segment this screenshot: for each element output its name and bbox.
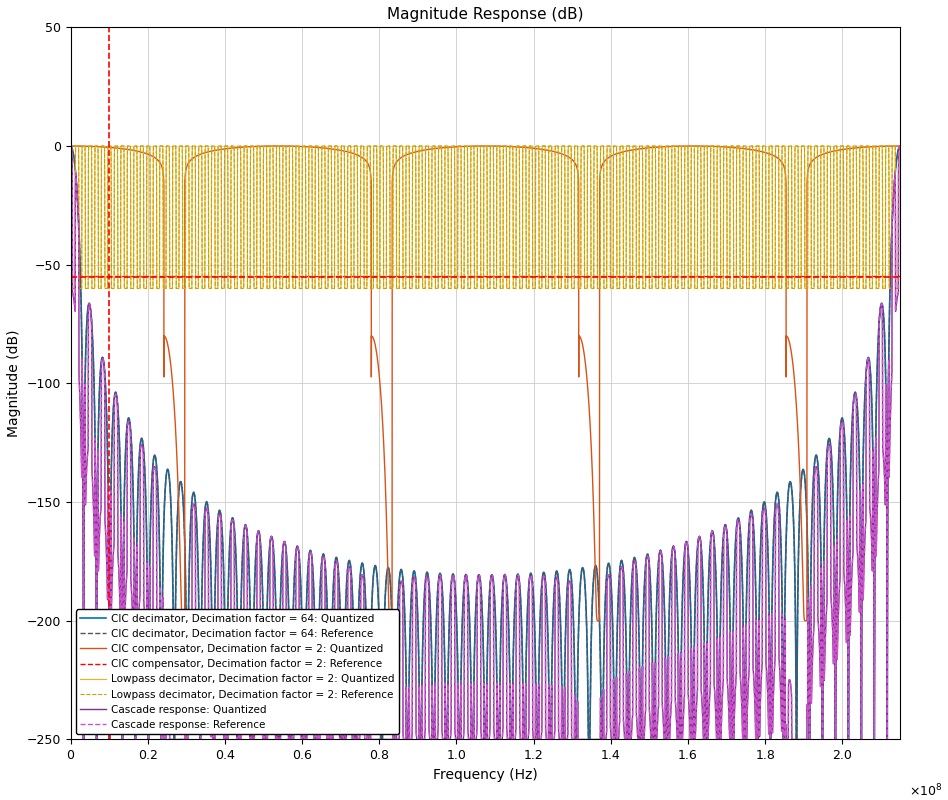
CIC compensator, Decimation factor = 2: Quantized: (2.15e+08, -2.54e-06): Quantized: (2.15e+08, -2.54e-06) bbox=[894, 141, 905, 150]
Lowpass decimator, Decimation factor = 2: Quantized: (8.92e+06, -60): Quantized: (8.92e+06, -60) bbox=[100, 284, 111, 294]
CIC decimator, Decimation factor = 64: Quantized: (1.05e+08, -191): Quantized: (1.05e+08, -191) bbox=[470, 594, 482, 604]
Lowpass decimator, Decimation factor = 2: Quantized: (2.15e+08, 8.69e-10): Quantized: (2.15e+08, 8.69e-10) bbox=[894, 141, 905, 150]
Cascade response: Reference: (2.15e+08, -0.00293): Reference: (2.15e+08, -0.00293) bbox=[894, 141, 905, 150]
Cascade response: Reference: (1.29e+07, -199): Reference: (1.29e+07, -199) bbox=[115, 614, 126, 623]
CIC compensator, Decimation factor = 2: Quantized: (8.9e+06, -0.462): Quantized: (8.9e+06, -0.462) bbox=[100, 142, 111, 152]
Cascade response: Reference: (1.05e+08, -250): Reference: (1.05e+08, -250) bbox=[470, 734, 482, 744]
X-axis label: Frequency (Hz): Frequency (Hz) bbox=[433, 768, 538, 782]
CIC compensator, Decimation factor = 2: Reference: (1.05e+08, -55): Reference: (1.05e+08, -55) bbox=[470, 272, 482, 282]
CIC decimator, Decimation factor = 64: Quantized: (2.04e+08, -105): Quantized: (2.04e+08, -105) bbox=[850, 390, 862, 400]
CIC decimator, Decimation factor = 64: Reference: (1.29e+07, -138): Reference: (1.29e+07, -138) bbox=[115, 469, 126, 478]
Cascade response: Reference: (4.22e+07, -158): Reference: (4.22e+07, -158) bbox=[228, 517, 239, 526]
CIC decimator, Decimation factor = 64: Reference: (9.68e+05, -6.09): Reference: (9.68e+05, -6.09) bbox=[68, 156, 80, 166]
Line: Cascade response: Reference: Cascade response: Reference bbox=[70, 146, 900, 739]
Lowpass decimator, Decimation factor = 2: Reference: (8.92e+06, -60): Reference: (8.92e+06, -60) bbox=[100, 284, 111, 294]
CIC decimator, Decimation factor = 64: Quantized: (0, 0): Quantized: (0, 0) bbox=[64, 141, 76, 150]
CIC compensator, Decimation factor = 2: Quantized: (4.22e+07, -0.82): Quantized: (4.22e+07, -0.82) bbox=[228, 143, 239, 153]
Lowpass decimator, Decimation factor = 2: Quantized: (4.73e+05, -60): Quantized: (4.73e+05, -60) bbox=[66, 284, 78, 294]
CIC compensator, Decimation factor = 2: Quantized: (1.05e+08, -0.0314): Quantized: (1.05e+08, -0.0314) bbox=[470, 142, 482, 151]
Lowpass decimator, Decimation factor = 2: Reference: (4.22e+07, 8.69e-10): Reference: (4.22e+07, 8.69e-10) bbox=[228, 141, 239, 150]
CIC decimator, Decimation factor = 64: Reference: (4.22e+07, -157): Reference: (4.22e+07, -157) bbox=[228, 514, 239, 524]
Lowpass decimator, Decimation factor = 2: Quantized: (1.05e+08, -60): Quantized: (1.05e+08, -60) bbox=[470, 284, 482, 294]
CIC compensator, Decimation factor = 2: Quantized: (2.04e+08, -0.79): Quantized: (2.04e+08, -0.79) bbox=[850, 143, 862, 153]
Cascade response: Reference: (3.35e+06, -250): Reference: (3.35e+06, -250) bbox=[78, 734, 89, 744]
CIC decimator, Decimation factor = 64: Quantized: (3.35e+06, -250): Quantized: (3.35e+06, -250) bbox=[78, 734, 89, 744]
CIC decimator, Decimation factor = 64: Quantized: (2.15e+08, -0.00293): Quantized: (2.15e+08, -0.00293) bbox=[894, 141, 905, 150]
CIC decimator, Decimation factor = 64: Quantized: (1.29e+07, -138): Quantized: (1.29e+07, -138) bbox=[115, 469, 126, 478]
Text: $\times10^{8}$: $\times10^{8}$ bbox=[908, 782, 942, 799]
CIC decimator, Decimation factor = 64: Quantized: (9.68e+05, -6.09): Quantized: (9.68e+05, -6.09) bbox=[68, 156, 80, 166]
Lowpass decimator, Decimation factor = 2: Reference: (1.29e+07, -60): Reference: (1.29e+07, -60) bbox=[115, 284, 126, 294]
CIC decimator, Decimation factor = 64: Quantized: (4.22e+07, -157): Quantized: (4.22e+07, -157) bbox=[228, 514, 239, 524]
Cascade response: Reference: (9.68e+05, -66.1): Reference: (9.68e+05, -66.1) bbox=[68, 298, 80, 308]
Cascade response: Quantized: (8.92e+06, -158): Quantized: (8.92e+06, -158) bbox=[100, 516, 111, 526]
CIC compensator, Decimation factor = 2: Quantized: (2.95e+07, -200): Quantized: (2.95e+07, -200) bbox=[179, 616, 191, 626]
CIC compensator, Decimation factor = 2: Reference: (2.15e+08, -55): Reference: (2.15e+08, -55) bbox=[894, 272, 905, 282]
CIC decimator, Decimation factor = 64: Reference: (1.05e+08, -191): Reference: (1.05e+08, -191) bbox=[470, 594, 482, 604]
CIC compensator, Decimation factor = 2: Quantized: (0, 8.69e-10): Quantized: (0, 8.69e-10) bbox=[64, 141, 76, 150]
CIC compensator, Decimation factor = 2: Reference: (0, -55): Reference: (0, -55) bbox=[64, 272, 76, 282]
Line: Lowpass decimator, Decimation factor = 2: Reference: Lowpass decimator, Decimation factor = 2… bbox=[70, 146, 900, 289]
Cascade response: Quantized: (4.22e+07, -158): Quantized: (4.22e+07, -158) bbox=[228, 517, 239, 526]
CIC compensator, Decimation factor = 2: Reference: (8.9e+06, -55): Reference: (8.9e+06, -55) bbox=[100, 272, 111, 282]
CIC decimator, Decimation factor = 64: Reference: (3.35e+06, -250): Reference: (3.35e+06, -250) bbox=[78, 734, 89, 744]
CIC decimator, Decimation factor = 64: Reference: (2.04e+08, -105): Reference: (2.04e+08, -105) bbox=[850, 390, 862, 400]
CIC decimator, Decimation factor = 64: Quantized: (8.92e+06, -97.5): Quantized: (8.92e+06, -97.5) bbox=[100, 373, 111, 382]
Cascade response: Quantized: (1.29e+07, -199): Quantized: (1.29e+07, -199) bbox=[115, 614, 126, 623]
Cascade response: Quantized: (3.35e+06, -250): Quantized: (3.35e+06, -250) bbox=[78, 734, 89, 744]
Cascade response: Reference: (8.92e+06, -158): Reference: (8.92e+06, -158) bbox=[100, 516, 111, 526]
Cascade response: Reference: (2.04e+08, -106): Reference: (2.04e+08, -106) bbox=[850, 393, 862, 402]
Legend: CIC decimator, Decimation factor = 64: Quantized, CIC decimator, Decimation fact: CIC decimator, Decimation factor = 64: Q… bbox=[76, 610, 399, 734]
Y-axis label: Magnitude (dB): Magnitude (dB) bbox=[7, 330, 21, 437]
CIC compensator, Decimation factor = 2: Reference: (4.21e+07, -55): Reference: (4.21e+07, -55) bbox=[228, 272, 239, 282]
Cascade response: Quantized: (0, 1.74e-09): Quantized: (0, 1.74e-09) bbox=[64, 141, 76, 150]
Line: Lowpass decimator, Decimation factor = 2: Quantized: Lowpass decimator, Decimation factor = 2… bbox=[70, 146, 900, 289]
Lowpass decimator, Decimation factor = 2: Quantized: (9.89e+05, -60): Quantized: (9.89e+05, -60) bbox=[68, 284, 80, 294]
Lowpass decimator, Decimation factor = 2: Quantized: (4.22e+07, 8.69e-10): Quantized: (4.22e+07, 8.69e-10) bbox=[228, 141, 239, 150]
CIC compensator, Decimation factor = 2: Quantized: (9.68e+05, -0.00515): Quantized: (9.68e+05, -0.00515) bbox=[68, 141, 80, 150]
Line: CIC decimator, Decimation factor = 64: Quantized: CIC decimator, Decimation factor = 64: Q… bbox=[70, 146, 900, 739]
CIC compensator, Decimation factor = 2: Reference: (2.04e+08, -55): Reference: (2.04e+08, -55) bbox=[850, 272, 862, 282]
Line: CIC decimator, Decimation factor = 64: Reference: CIC decimator, Decimation factor = 64: R… bbox=[70, 146, 900, 739]
Cascade response: Reference: (0, 1.74e-09): Reference: (0, 1.74e-09) bbox=[64, 141, 76, 150]
Lowpass decimator, Decimation factor = 2: Quantized: (1.29e+07, -60): Quantized: (1.29e+07, -60) bbox=[115, 284, 126, 294]
Lowpass decimator, Decimation factor = 2: Reference: (2.04e+08, 8.69e-10): Reference: (2.04e+08, 8.69e-10) bbox=[850, 141, 862, 150]
Lowpass decimator, Decimation factor = 2: Reference: (4.73e+05, -60): Reference: (4.73e+05, -60) bbox=[66, 284, 78, 294]
Line: CIC compensator, Decimation factor = 2: Quantized: CIC compensator, Decimation factor = 2: … bbox=[70, 146, 900, 621]
Cascade response: Quantized: (9.68e+05, -66.1): Quantized: (9.68e+05, -66.1) bbox=[68, 298, 80, 308]
Cascade response: Quantized: (1.05e+08, -250): Quantized: (1.05e+08, -250) bbox=[470, 734, 482, 744]
Title: Magnitude Response (dB): Magnitude Response (dB) bbox=[387, 7, 584, 22]
Lowpass decimator, Decimation factor = 2: Quantized: (2.04e+08, 8.69e-10): Quantized: (2.04e+08, 8.69e-10) bbox=[850, 141, 862, 150]
Cascade response: Quantized: (2.15e+08, -0.00293): Quantized: (2.15e+08, -0.00293) bbox=[894, 141, 905, 150]
Cascade response: Quantized: (2.04e+08, -106): Quantized: (2.04e+08, -106) bbox=[850, 393, 862, 402]
CIC compensator, Decimation factor = 2: Reference: (1.29e+07, -55): Reference: (1.29e+07, -55) bbox=[115, 272, 126, 282]
CIC decimator, Decimation factor = 64: Reference: (0, 0): Reference: (0, 0) bbox=[64, 141, 76, 150]
CIC compensator, Decimation factor = 2: Quantized: (1.29e+07, -1.04): Quantized: (1.29e+07, -1.04) bbox=[115, 144, 126, 154]
CIC decimator, Decimation factor = 64: Reference: (8.92e+06, -97.5): Reference: (8.92e+06, -97.5) bbox=[100, 373, 111, 382]
Line: Cascade response: Quantized: Cascade response: Quantized bbox=[70, 146, 900, 739]
Lowpass decimator, Decimation factor = 2: Reference: (2.15e+08, 8.69e-10): Reference: (2.15e+08, 8.69e-10) bbox=[894, 141, 905, 150]
CIC compensator, Decimation factor = 2: Reference: (9.68e+05, -55): Reference: (9.68e+05, -55) bbox=[68, 272, 80, 282]
Lowpass decimator, Decimation factor = 2: Quantized: (0, 8.69e-10): Quantized: (0, 8.69e-10) bbox=[64, 141, 76, 150]
CIC decimator, Decimation factor = 64: Reference: (2.15e+08, -0.00293): Reference: (2.15e+08, -0.00293) bbox=[894, 141, 905, 150]
Lowpass decimator, Decimation factor = 2: Reference: (1.05e+08, -60): Reference: (1.05e+08, -60) bbox=[470, 284, 482, 294]
Lowpass decimator, Decimation factor = 2: Reference: (9.89e+05, -60): Reference: (9.89e+05, -60) bbox=[68, 284, 80, 294]
Lowpass decimator, Decimation factor = 2: Reference: (0, 8.69e-10): Reference: (0, 8.69e-10) bbox=[64, 141, 76, 150]
